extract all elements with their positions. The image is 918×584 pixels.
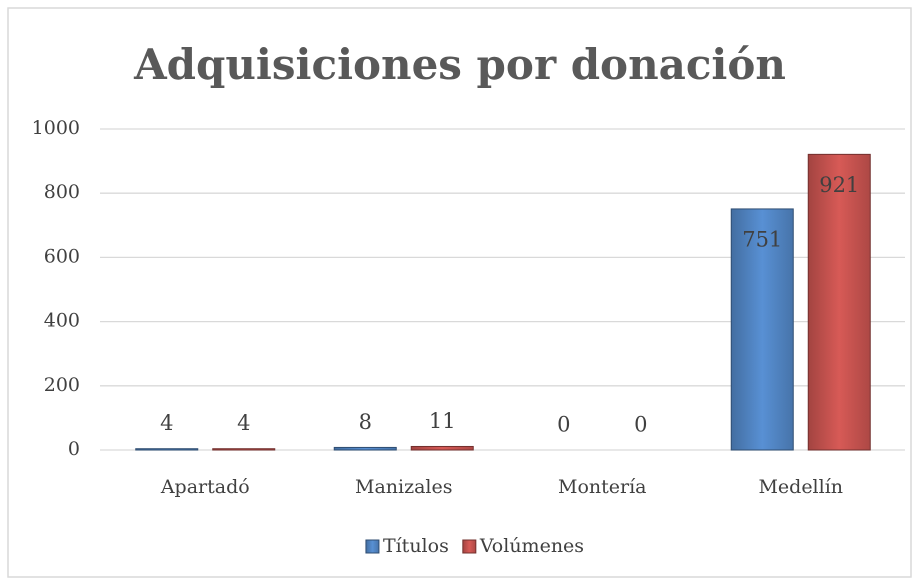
x-tick-label: Medellín (758, 476, 843, 498)
y-tick-label: 400 (44, 310, 80, 332)
data-label: 751 (742, 227, 782, 251)
bar (212, 448, 276, 451)
y-tick-label: 600 (44, 245, 80, 267)
data-label: 11 (429, 409, 456, 433)
legend-label: Títulos (383, 535, 449, 557)
data-label: 8 (359, 410, 372, 434)
bar (333, 446, 397, 451)
data-label: 0 (557, 413, 570, 437)
x-tick-label: Apartadó (160, 476, 250, 498)
y-tick-label: 0 (68, 438, 80, 460)
bar (410, 445, 474, 451)
legend-swatch (365, 539, 380, 554)
bar (135, 448, 199, 451)
y-tick-label: 1000 (32, 117, 80, 139)
y-tick-label: 200 (44, 374, 80, 396)
x-tick-label: Montería (558, 476, 647, 498)
data-label: 0 (634, 413, 647, 437)
chart-title: Adquisiciones por donación (133, 40, 786, 89)
data-label: 4 (237, 411, 250, 435)
legend-swatch (462, 539, 477, 554)
bar (730, 208, 794, 451)
y-tick-label: 800 (44, 181, 80, 203)
bar (807, 153, 871, 451)
x-tick-label: Manizales (355, 476, 453, 498)
data-label: 921 (819, 173, 859, 197)
data-label: 4 (160, 411, 173, 435)
legend-label: Volúmenes (479, 535, 584, 557)
